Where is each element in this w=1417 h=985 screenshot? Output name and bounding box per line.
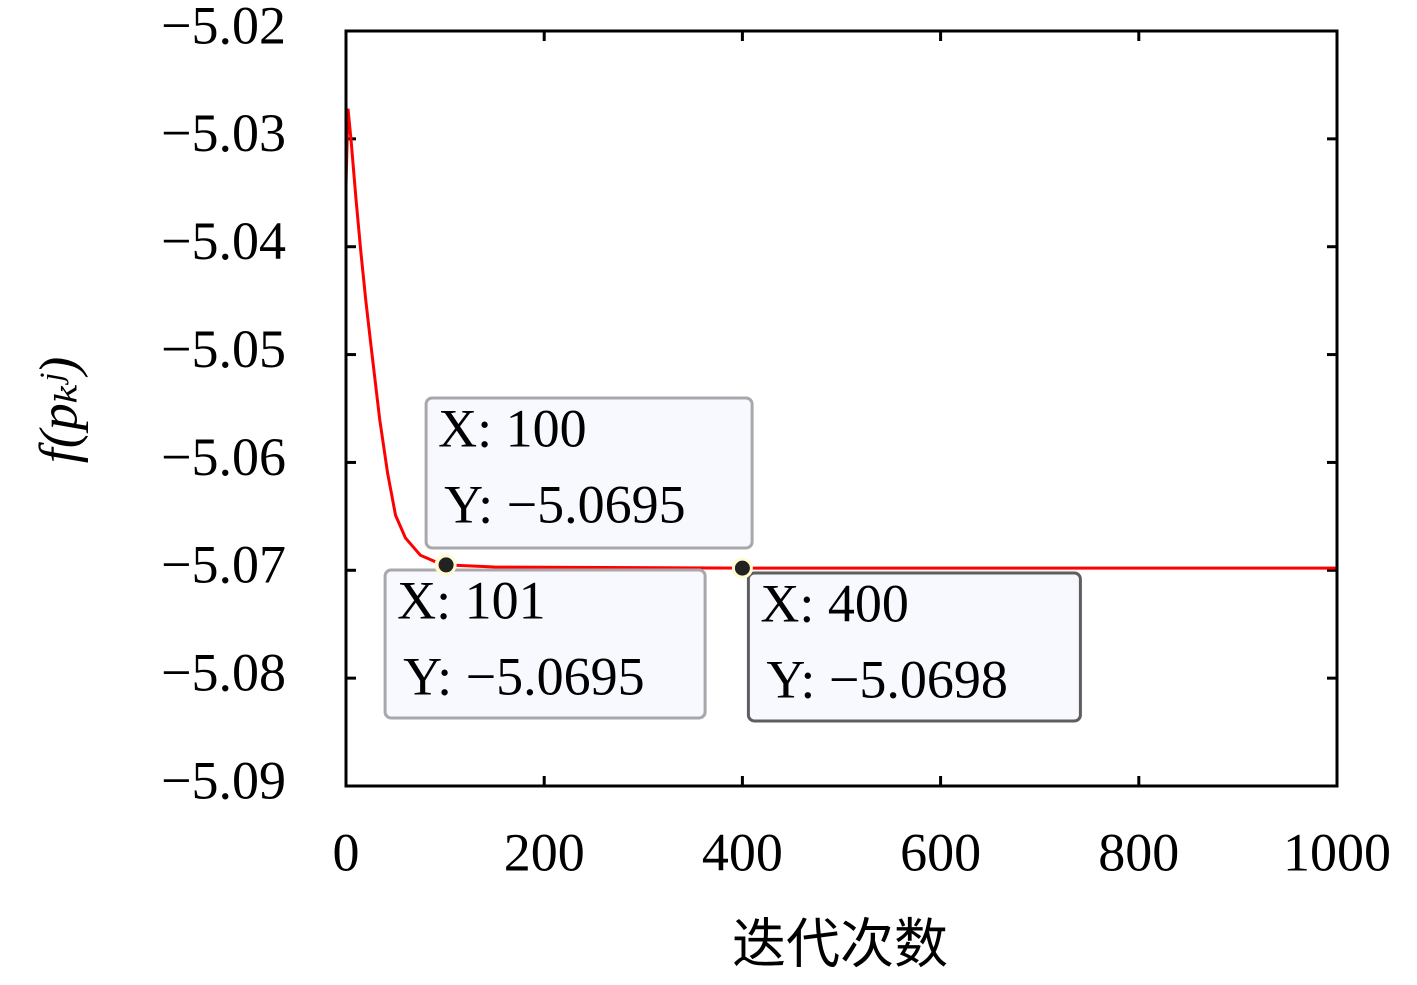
y-tick-label: −5.07 — [161, 535, 286, 595]
x-tick-label: 600 — [900, 822, 981, 882]
datatip-box — [746, 571, 1082, 723]
x-axis-label: 迭代次数 — [732, 914, 948, 974]
y-tick-label: −5.09 — [161, 750, 286, 810]
datatip-text: X: 400 — [760, 573, 909, 633]
datatip-marker — [731, 557, 753, 579]
y-tick-label: −5.03 — [161, 103, 286, 163]
x-tick-label: 200 — [504, 822, 585, 882]
datatip-marker — [435, 554, 457, 576]
datatip-text: Y: −5.0695 — [403, 646, 645, 706]
y-axis-label: f(pₖʲ) — [28, 357, 88, 464]
x-tick-label: 400 — [702, 822, 783, 882]
y-tick-label: −5.08 — [161, 643, 286, 703]
plot-frame — [344, 29, 1339, 788]
y-tick-label: −5.06 — [161, 427, 286, 487]
y-tick-label: −5.02 — [161, 0, 286, 55]
y-tick-label: −5.04 — [161, 211, 286, 271]
x-tick-label: 800 — [1098, 822, 1179, 882]
datatip-text: X: 100 — [438, 398, 586, 458]
y-tick-label: −5.05 — [161, 319, 286, 379]
datatip-text: Y: −5.0698 — [766, 649, 1008, 709]
datatip-text: X: 101 — [397, 570, 546, 630]
datatip-box — [424, 396, 754, 550]
x-tick-label: 0 — [333, 822, 360, 882]
datatip-box — [383, 568, 707, 720]
x-tick-label: 1000 — [1283, 822, 1391, 882]
datatip-text: Y: −5.0695 — [444, 474, 685, 534]
